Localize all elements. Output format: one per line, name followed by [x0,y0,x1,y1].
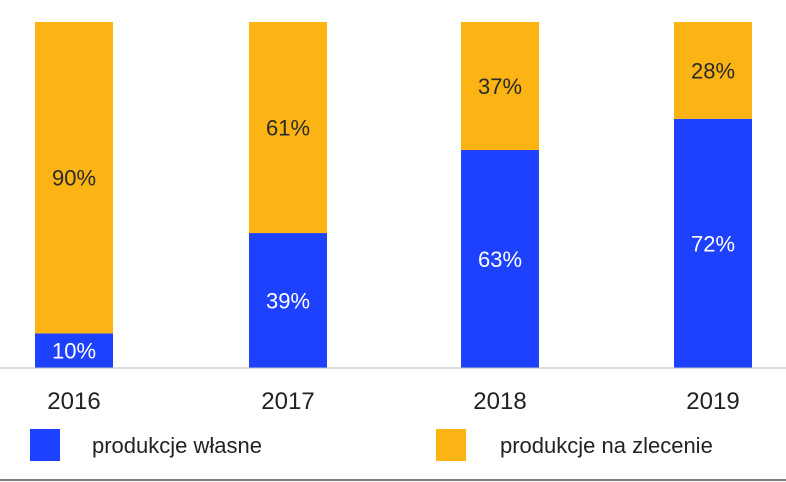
data-label-2019-zlecenie: 28% [691,58,735,83]
bar-2016-wlasne [35,333,113,368]
legend: produkcje własne produkcje na zlecenie [30,429,713,461]
data-label-2018-wlasne: 63% [478,247,522,272]
bar-2016-zlecenie [35,22,113,334]
bar-2018-zlecenie [461,22,539,151]
data-label-2018-zlecenie: 37% [478,74,522,99]
x-tick-2018: 2018 [473,388,526,415]
legend-swatch-produkcje-na-zlecenie [436,429,466,461]
bars-layer [35,22,752,368]
data-labels-layer: 10% 90% 39% 61% 63% 37% 72% 28% [52,58,735,363]
bar-2018-wlasne [461,150,539,368]
bar-2019-zlecenie [674,22,752,119]
x-tick-2017: 2017 [261,388,314,415]
bar-2019-wlasne [674,118,752,368]
legend-swatch-produkcje-wlasne [30,429,60,461]
data-label-2016-zlecenie: 90% [52,166,96,191]
bar-2017-wlasne [249,233,327,368]
data-label-2017-wlasne: 39% [266,289,310,314]
x-tick-2019: 2019 [686,388,739,415]
data-label-2016-wlasne: 10% [52,339,96,364]
data-label-2017-zlecenie: 61% [266,116,310,141]
data-label-2019-wlasne: 72% [691,231,735,256]
bar-2017-zlecenie [249,22,327,234]
x-axis-ticks: 2016 2017 2018 2019 [47,388,739,415]
x-tick-2016: 2016 [47,388,100,415]
legend-label-produkcje-wlasne: produkcje własne [92,433,262,458]
legend-label-produkcje-na-zlecenie: produkcje na zlecenie [500,433,713,458]
